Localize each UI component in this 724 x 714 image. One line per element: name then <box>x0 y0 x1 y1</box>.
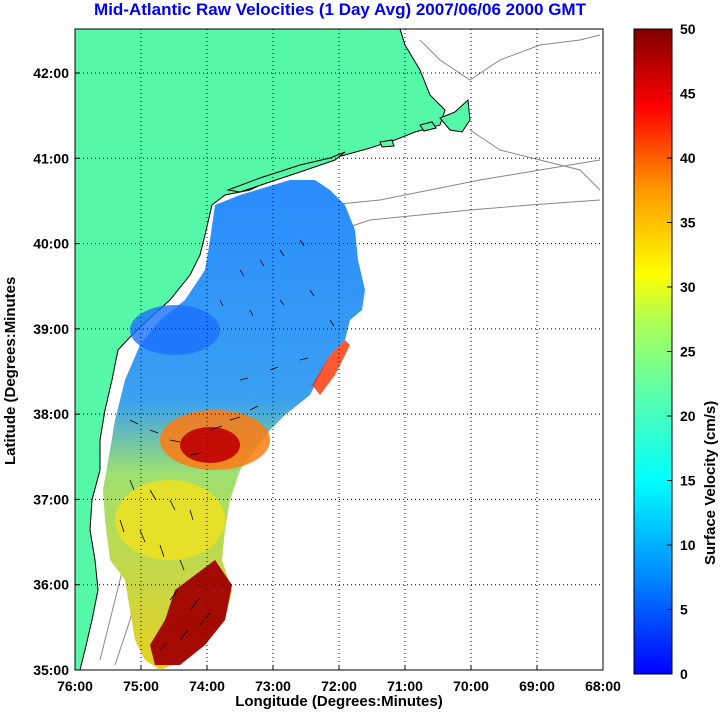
y-tick-label: 38:00 <box>33 406 69 422</box>
land-islands <box>379 121 437 148</box>
grid <box>75 29 603 670</box>
colorbar <box>633 28 673 675</box>
colorbar-tick-label: 15 <box>680 473 696 489</box>
x-tick-label: 68:00 <box>585 678 621 694</box>
x-tick-label: 74:00 <box>189 678 225 694</box>
field-red-edge <box>312 340 350 395</box>
y-tick-label: 36:00 <box>33 577 69 593</box>
y-tick-label: 35:00 <box>33 662 69 678</box>
field-red-zone <box>180 427 240 463</box>
colorbar-tick-label: 45 <box>680 86 696 102</box>
x-tick-labels: 76:00 75:00 74:00 73:00 72:00 71:00 70:00 69:00… <box>57 665 621 694</box>
y-tick-labels: 42:00 41:00 40:00 39:00 38:00 37:00 36:00 35:00 <box>33 65 80 678</box>
x-tick-label: 75:00 <box>123 678 159 694</box>
colorbar-tick-label: 40 <box>680 150 696 166</box>
colorbar-tick-label: 10 <box>680 537 696 553</box>
field-yellow-band <box>115 480 225 560</box>
colorbar-tick-label: 0 <box>680 666 688 682</box>
y-tick-label: 40:00 <box>33 236 69 252</box>
colorbar-tick-label: 50 <box>680 21 696 37</box>
velocity-vectors <box>119 239 335 651</box>
land-mainland <box>75 29 446 670</box>
map-title: Mid-Atlantic Raw Velocities (1 Day Avg) … <box>94 0 586 19</box>
y-tick-label: 41:00 <box>33 150 69 166</box>
x-axis-label: Longitude (Degrees:Minutes) <box>235 693 443 710</box>
y-tick-label: 39:00 <box>33 321 69 337</box>
colorbar-tick-labels: 0 5 10 15 20 25 30 35 40 45 50 <box>667 21 696 682</box>
colorbar-tick-label: 25 <box>680 344 696 360</box>
x-tick-label: 69:00 <box>519 678 555 694</box>
colorbar-tick-label: 30 <box>680 279 696 295</box>
x-tick-label: 76:00 <box>57 678 93 694</box>
y-tick-label: 37:00 <box>33 491 69 507</box>
land-long-island <box>226 151 346 193</box>
x-tick-label: 72:00 <box>321 678 357 694</box>
x-tick-label: 70:00 <box>453 678 489 694</box>
field-red-south <box>150 560 232 665</box>
y-tick-label: 42:00 <box>33 65 69 81</box>
colorbar-tick-label: 20 <box>680 408 696 424</box>
colorbar-tick-label: 35 <box>680 215 696 231</box>
field-dark-blue-core <box>130 305 220 355</box>
land-cape-cod <box>439 98 471 133</box>
x-tick-label: 71:00 <box>387 678 423 694</box>
colorbar-tick-label: 5 <box>680 602 688 618</box>
x-tick-label: 73:00 <box>255 678 291 694</box>
